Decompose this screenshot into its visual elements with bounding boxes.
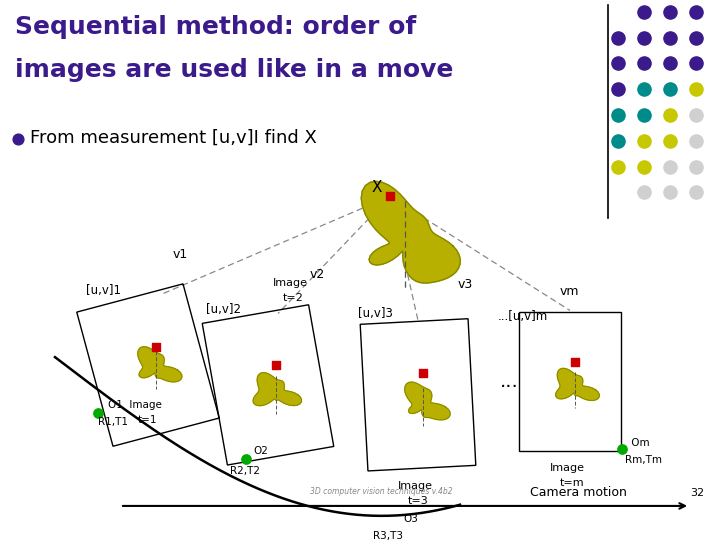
Text: v2: v2 bbox=[310, 268, 325, 281]
Point bbox=[638, 8, 649, 16]
Point bbox=[665, 111, 676, 119]
Point bbox=[638, 137, 649, 145]
Text: v3: v3 bbox=[458, 278, 473, 291]
Text: v1: v1 bbox=[173, 248, 188, 261]
Point bbox=[665, 163, 676, 171]
Point bbox=[240, 455, 252, 464]
Point bbox=[690, 111, 702, 119]
Point bbox=[612, 111, 624, 119]
Text: O3: O3 bbox=[403, 514, 418, 524]
Point bbox=[665, 59, 676, 68]
Point bbox=[638, 85, 649, 93]
Point bbox=[638, 59, 649, 68]
Text: Image: Image bbox=[398, 481, 433, 491]
Point bbox=[690, 33, 702, 42]
Point bbox=[690, 137, 702, 145]
Point bbox=[418, 369, 429, 377]
Point bbox=[690, 8, 702, 16]
Polygon shape bbox=[138, 347, 182, 382]
Point bbox=[384, 192, 396, 201]
Point bbox=[12, 134, 24, 143]
Text: 3D computer vision techniques v.4b2: 3D computer vision techniques v.4b2 bbox=[310, 487, 453, 496]
Text: Image: Image bbox=[273, 278, 308, 288]
Point bbox=[665, 33, 676, 42]
Text: O1  Image: O1 Image bbox=[108, 400, 162, 410]
Polygon shape bbox=[405, 382, 450, 420]
Text: R3,T3: R3,T3 bbox=[373, 531, 403, 540]
Text: X: X bbox=[372, 180, 382, 195]
Text: R1,T1: R1,T1 bbox=[98, 416, 128, 427]
Point bbox=[665, 85, 676, 93]
Point bbox=[616, 445, 628, 454]
Text: vm: vm bbox=[560, 285, 580, 298]
Point bbox=[638, 111, 649, 119]
Point bbox=[665, 137, 676, 145]
Text: ...: ... bbox=[500, 372, 518, 391]
Point bbox=[270, 361, 282, 369]
Text: Sequential method: order of: Sequential method: order of bbox=[15, 15, 416, 39]
Point bbox=[690, 59, 702, 68]
Text: t=1: t=1 bbox=[138, 415, 158, 424]
Text: images are used like in a move: images are used like in a move bbox=[15, 58, 454, 82]
Point bbox=[612, 163, 624, 171]
Point bbox=[638, 188, 649, 197]
Point bbox=[612, 137, 624, 145]
Point bbox=[92, 408, 104, 417]
Text: t=m: t=m bbox=[560, 478, 585, 488]
Text: [u,v]2: [u,v]2 bbox=[206, 303, 241, 316]
Point bbox=[665, 8, 676, 16]
Text: Camera motion: Camera motion bbox=[530, 486, 627, 499]
Text: ...[u,v]m: ...[u,v]m bbox=[498, 310, 548, 323]
Text: t=3: t=3 bbox=[408, 496, 428, 506]
Text: Rm,Tm: Rm,Tm bbox=[625, 455, 662, 465]
Point bbox=[690, 85, 702, 93]
Text: From measurement [u,v]I find X: From measurement [u,v]I find X bbox=[30, 129, 317, 147]
Text: [u,v]3: [u,v]3 bbox=[358, 307, 393, 320]
Point bbox=[150, 343, 162, 352]
Point bbox=[690, 163, 702, 171]
Text: [u,v]1: [u,v]1 bbox=[86, 284, 121, 296]
Text: R2,T2: R2,T2 bbox=[230, 466, 260, 476]
Point bbox=[570, 358, 581, 367]
Text: O2: O2 bbox=[253, 447, 268, 456]
Text: Image: Image bbox=[550, 463, 585, 473]
Polygon shape bbox=[361, 181, 460, 283]
Polygon shape bbox=[253, 373, 302, 406]
Point bbox=[612, 59, 624, 68]
Point bbox=[612, 85, 624, 93]
Text: t=2: t=2 bbox=[283, 293, 304, 302]
Point bbox=[612, 33, 624, 42]
Point bbox=[638, 33, 649, 42]
Polygon shape bbox=[556, 368, 599, 401]
Point bbox=[665, 188, 676, 197]
Text: Om: Om bbox=[628, 438, 649, 448]
Point bbox=[690, 188, 702, 197]
Point bbox=[638, 163, 649, 171]
Text: 32: 32 bbox=[690, 488, 704, 498]
